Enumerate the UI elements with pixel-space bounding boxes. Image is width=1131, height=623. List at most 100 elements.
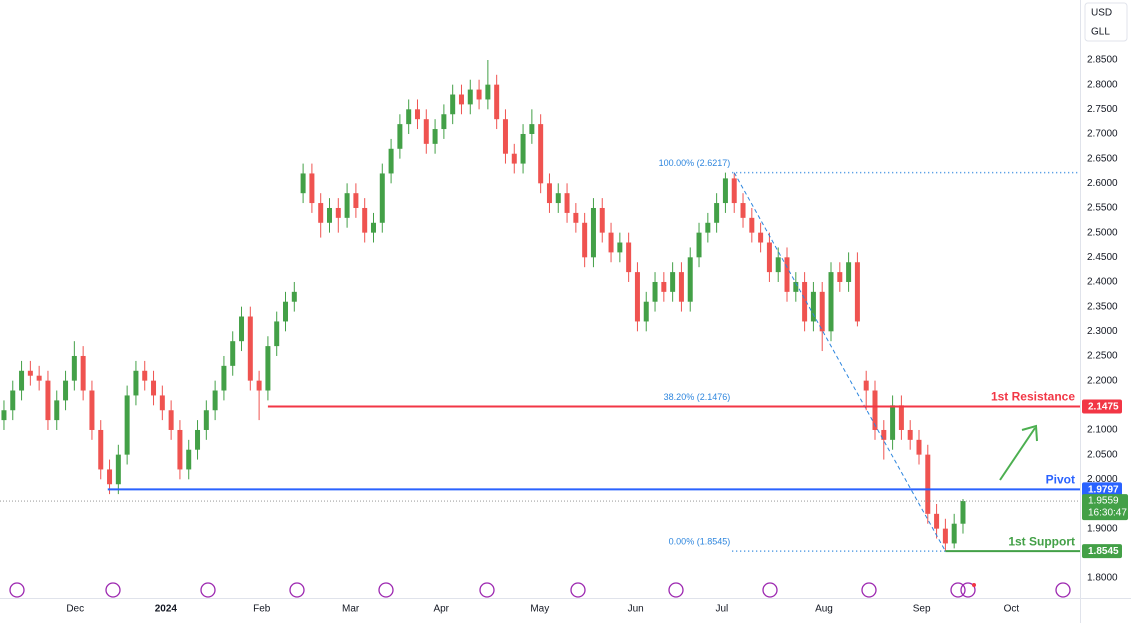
x-tick-label: Apr — [433, 604, 449, 615]
event-dot — [972, 583, 976, 587]
y-tick-label: 2.0000 — [1087, 474, 1118, 485]
price-tag-label: 1.9797 — [1088, 484, 1119, 495]
candle-body — [370, 222, 376, 233]
candle-body — [758, 232, 764, 243]
candle-body — [45, 380, 51, 421]
candle-body — [326, 207, 332, 223]
y-tick-label: 2.4500 — [1087, 252, 1118, 263]
candle-body — [925, 454, 931, 514]
candle-body — [89, 390, 95, 430]
candle-body — [256, 380, 262, 391]
candle-body — [203, 410, 209, 430]
currency-label: GLL — [1091, 27, 1110, 38]
y-tick-label: 2.3000 — [1087, 326, 1118, 337]
price-tag — [1082, 494, 1128, 521]
candle-body — [960, 501, 966, 524]
y-tick-label: 2.6000 — [1087, 178, 1118, 189]
candle-body — [573, 212, 579, 223]
candle-body — [520, 133, 526, 164]
price-tag — [1082, 544, 1122, 559]
candle-body — [432, 129, 438, 144]
candle-body — [414, 109, 420, 120]
candle-body — [661, 281, 667, 292]
y-tick-label: 1.9000 — [1087, 523, 1118, 534]
candle-body — [221, 365, 227, 391]
candle-body — [511, 153, 517, 164]
candle-body — [423, 119, 429, 144]
candle-body — [898, 405, 904, 430]
candle-body — [714, 203, 720, 223]
fib-label: 100.00% (2.6217) — [659, 158, 731, 168]
candle-body — [652, 281, 658, 302]
candle-body — [10, 390, 16, 411]
candle-body — [722, 178, 728, 204]
candle-body — [617, 242, 623, 253]
candle-body — [819, 291, 825, 332]
x-tick-label: 2024 — [155, 604, 178, 615]
fib-label: 38.20% (2.1476) — [664, 392, 731, 402]
currency-box[interactable] — [1084, 2, 1128, 42]
level-label: Pivot — [1046, 472, 1075, 486]
candle-body — [555, 193, 561, 204]
candle-body — [107, 469, 113, 485]
candle-body — [27, 370, 33, 376]
event-icons — [9, 582, 1071, 598]
candle-body — [608, 232, 614, 253]
candle-body — [291, 291, 297, 302]
candle-body — [854, 262, 860, 322]
candle-body — [590, 207, 596, 258]
candle-body — [810, 291, 816, 322]
candle-body — [239, 316, 245, 342]
candle-body — [731, 178, 737, 204]
candle-body — [916, 439, 922, 455]
fib-trendline — [733, 172, 946, 552]
candle-body — [54, 400, 60, 421]
candle-body — [309, 173, 315, 204]
y-tick-label: 2.7500 — [1087, 104, 1118, 115]
candle-body — [705, 222, 711, 233]
level-label: 1st Support — [1008, 534, 1075, 548]
candle-body — [247, 316, 253, 381]
candle-body — [872, 390, 878, 430]
candle-body — [318, 203, 324, 223]
candle-body — [502, 119, 508, 154]
candle-body — [643, 301, 649, 322]
price-tag — [1082, 482, 1122, 497]
candle-body — [63, 380, 69, 401]
y-tick-label: 2.4000 — [1087, 277, 1118, 288]
candle-body — [802, 281, 808, 322]
y-tick-label: 2.2000 — [1087, 375, 1118, 386]
candle-body — [177, 429, 183, 470]
candle-body — [265, 346, 271, 391]
candle-body — [151, 380, 157, 396]
y-tick-label: 2.5000 — [1087, 227, 1118, 238]
y-tick-label: 2.3500 — [1087, 301, 1118, 312]
candle-body — [678, 272, 684, 302]
x-tick-label: Jun — [628, 604, 644, 615]
x-tick-label: Jul — [716, 604, 729, 615]
candle-body — [458, 94, 464, 105]
candle-body — [696, 232, 702, 258]
fib-label: 0.00% (1.8545) — [669, 536, 731, 546]
x-tick-label: Feb — [253, 604, 271, 615]
candle-body — [388, 148, 394, 174]
x-tick-label: May — [530, 604, 549, 615]
candle-body — [837, 272, 843, 282]
candle-body — [19, 370, 25, 391]
candle-body — [133, 370, 139, 396]
candle-body — [749, 217, 755, 233]
candle-body — [687, 257, 693, 302]
y-tick-label: 2.8500 — [1087, 55, 1118, 66]
candle-body — [168, 410, 174, 430]
candle-body — [467, 89, 473, 105]
y-tick-label: 2.6500 — [1087, 153, 1118, 164]
arrow — [999, 424, 1038, 481]
candle-body — [881, 429, 887, 440]
candle-body — [564, 193, 570, 213]
candle-body — [670, 272, 676, 292]
candle-body — [344, 193, 350, 218]
candle-body — [942, 528, 948, 544]
candle-body — [599, 207, 605, 233]
y-tick-label: 2.8000 — [1087, 79, 1118, 90]
